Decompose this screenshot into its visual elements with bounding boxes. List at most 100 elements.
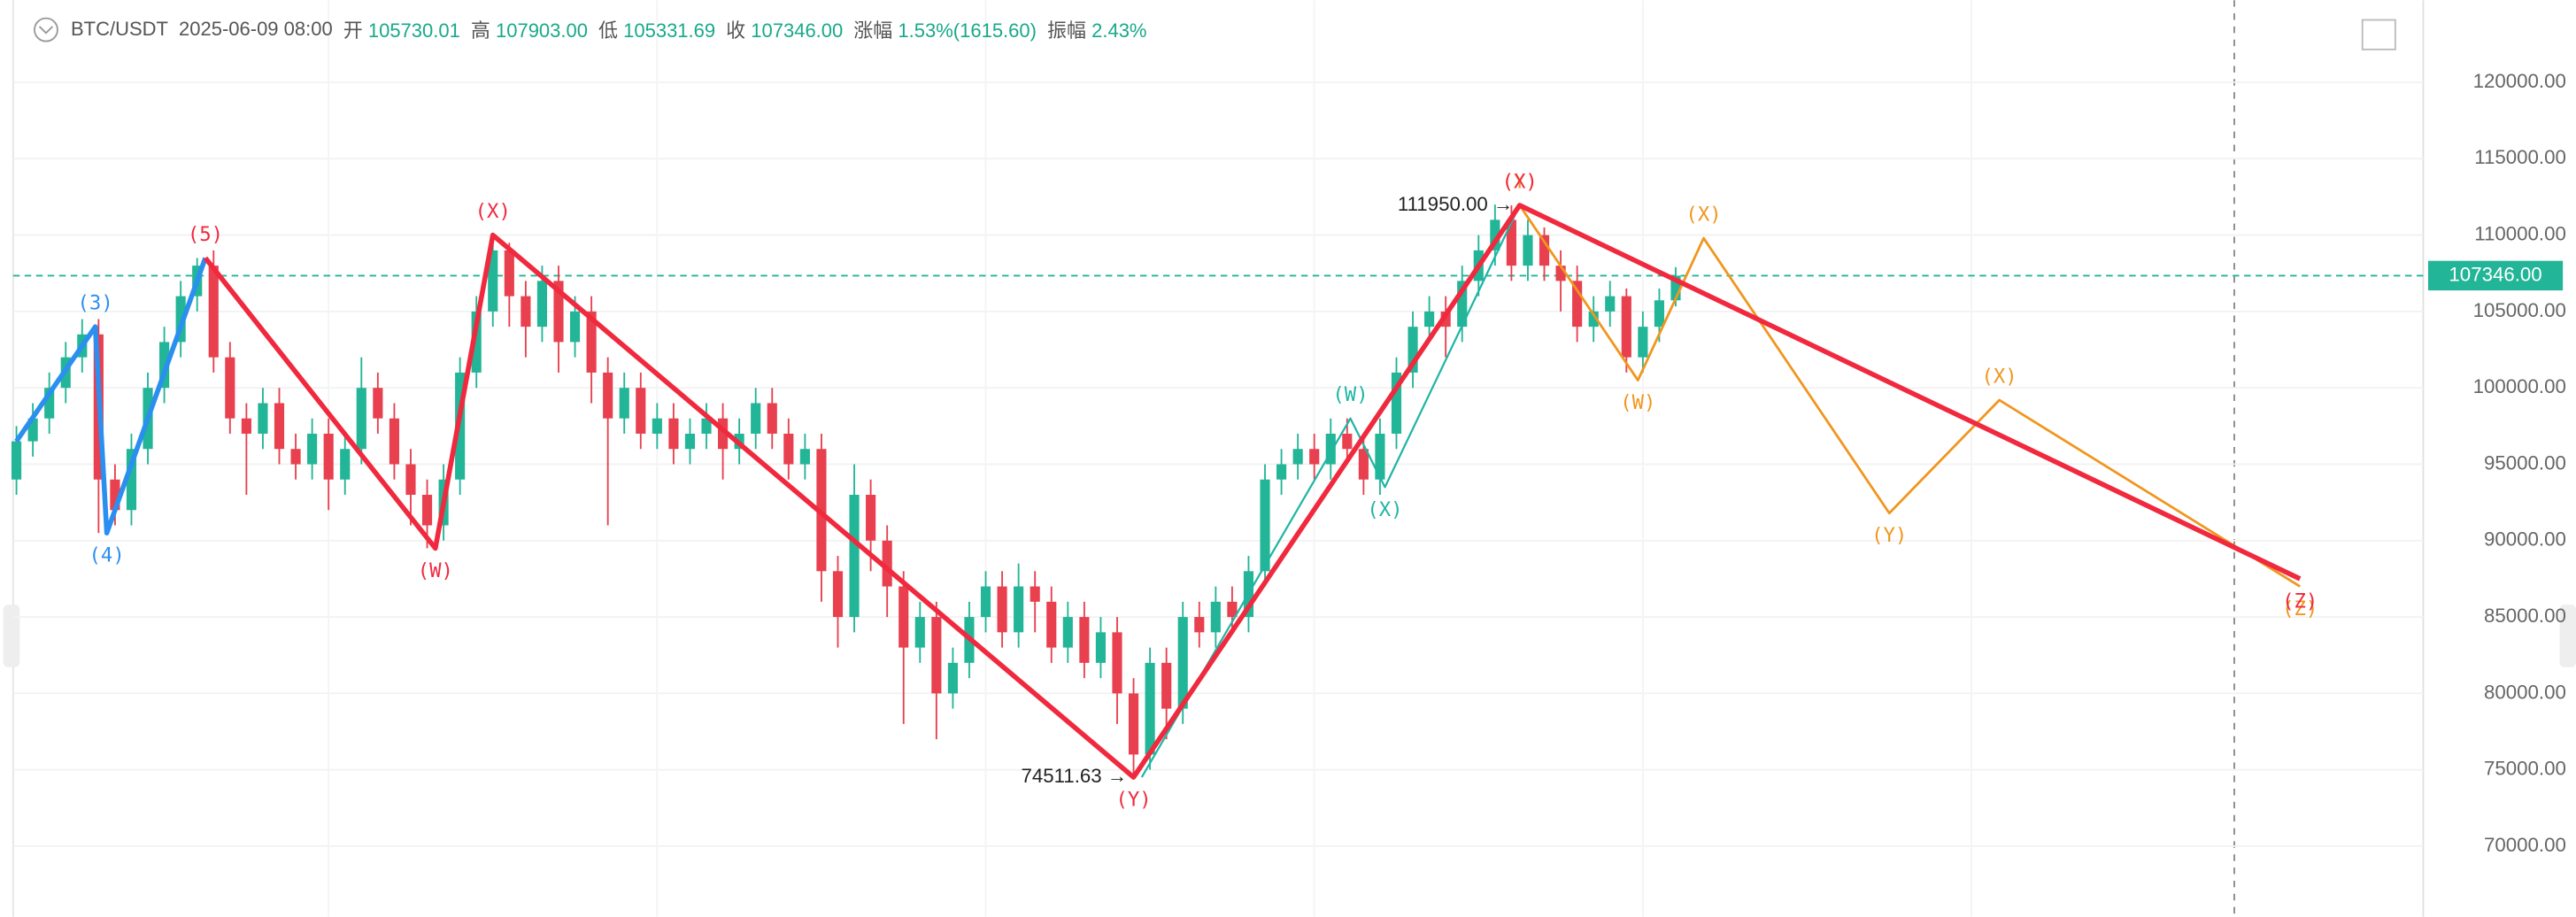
y-tick-label: 85000.00 bbox=[2484, 605, 2566, 627]
wave-label: (5) bbox=[188, 223, 223, 246]
candle-body bbox=[323, 433, 334, 480]
wave-label: (X) bbox=[475, 200, 511, 223]
fullscreen-icon[interactable] bbox=[2361, 19, 2396, 50]
candle-body bbox=[1588, 311, 1599, 328]
candle-body bbox=[307, 433, 318, 465]
candle-body bbox=[783, 433, 794, 465]
candle-body bbox=[1260, 479, 1270, 572]
field: 高 107903.00 bbox=[471, 15, 588, 43]
candle-body bbox=[1112, 632, 1122, 694]
candle-body bbox=[636, 388, 646, 434]
collapse-icon[interactable] bbox=[34, 17, 58, 42]
candle-body bbox=[1621, 296, 1631, 358]
wave-line bbox=[1140, 204, 1521, 778]
candle-body bbox=[274, 403, 285, 450]
candle-body bbox=[1325, 433, 1336, 465]
candle-body bbox=[799, 449, 810, 465]
candle-body bbox=[373, 388, 383, 419]
field-label: 高 bbox=[470, 19, 490, 42]
wave-label: (4) bbox=[89, 544, 125, 567]
y-tick-label: 95000.00 bbox=[2484, 451, 2566, 474]
collapse-arrow bbox=[38, 26, 54, 35]
candle-body bbox=[356, 388, 366, 450]
left-handle[interactable] bbox=[3, 605, 20, 667]
candle-body bbox=[914, 617, 925, 648]
candle-body bbox=[767, 403, 777, 434]
candle-body bbox=[899, 586, 909, 648]
y-tick-label: 90000.00 bbox=[2484, 528, 2566, 551]
candle-body bbox=[1046, 601, 1057, 648]
candle-body bbox=[44, 388, 55, 419]
candle-body bbox=[1342, 433, 1353, 450]
price-annotation: 74511.63 → bbox=[1021, 765, 1127, 787]
candle-body bbox=[126, 449, 137, 511]
candle-body bbox=[1210, 601, 1221, 633]
wave-line bbox=[14, 257, 208, 536]
y-tick-label: 75000.00 bbox=[2484, 758, 2566, 780]
y-tick-label: 100000.00 bbox=[2473, 375, 2566, 397]
wave-label: (3) bbox=[78, 292, 113, 315]
candle-body bbox=[1654, 300, 1664, 328]
candle-body bbox=[1194, 617, 1205, 633]
y-tick-label: 80000.00 bbox=[2484, 681, 2566, 703]
candle-body bbox=[1030, 586, 1040, 602]
candle-body bbox=[175, 296, 186, 343]
candle-body bbox=[488, 250, 498, 312]
candle-body bbox=[1638, 327, 1648, 358]
field-value: 105331.69 bbox=[623, 19, 716, 42]
candle-body bbox=[1391, 372, 1402, 434]
candle-body bbox=[1408, 327, 1418, 373]
candle-body bbox=[1670, 275, 1681, 301]
candle-body bbox=[1424, 311, 1435, 328]
time: 2025-06-09 08:00 bbox=[179, 18, 333, 40]
y-tick-label: 105000.00 bbox=[2473, 299, 2566, 321]
candle-body bbox=[536, 281, 548, 328]
candle-body bbox=[290, 449, 301, 465]
field-value: 107346.00 bbox=[751, 19, 844, 42]
wave-line bbox=[203, 203, 2302, 780]
waves bbox=[14, 203, 2302, 780]
candle-body bbox=[1490, 220, 1500, 250]
wave-label: (Y) bbox=[1502, 170, 1538, 193]
wave-label: (Z) bbox=[2282, 597, 2318, 620]
candle-body bbox=[751, 403, 761, 434]
candle-body bbox=[1523, 235, 1533, 266]
candle-body bbox=[225, 357, 235, 419]
candle-body bbox=[849, 495, 860, 618]
last-price-tag bbox=[2427, 260, 2564, 291]
y-tick-label: 110000.00 bbox=[2474, 222, 2566, 244]
candle-body bbox=[405, 464, 416, 496]
candle-body bbox=[701, 418, 712, 434]
field-value: 105730.01 bbox=[367, 19, 460, 42]
candle-body bbox=[652, 418, 662, 434]
candle-body bbox=[1358, 449, 1369, 480]
y-tick-label: 115000.00 bbox=[2474, 146, 2566, 168]
wave-label: (X) bbox=[1502, 170, 1538, 193]
field-label: 振幅 bbox=[1046, 19, 1086, 42]
wave-label: (X) bbox=[1367, 498, 1402, 521]
field-value: 107903.00 bbox=[495, 19, 588, 42]
wave-label: (Z) bbox=[2282, 590, 2318, 613]
candle-body bbox=[997, 586, 1007, 633]
candle-body bbox=[241, 418, 251, 434]
candle-body bbox=[1276, 464, 1287, 480]
candle-body bbox=[471, 311, 482, 373]
field-value: 1.53%(1615.60) bbox=[898, 19, 1037, 42]
candle-body bbox=[931, 617, 942, 694]
field-label: 收 bbox=[726, 19, 746, 42]
field-value: 2.43% bbox=[1091, 19, 1147, 42]
last-price-label: 107346.00 bbox=[2449, 263, 2541, 285]
candle-body bbox=[1292, 449, 1303, 465]
candle-body bbox=[1572, 281, 1583, 328]
right-handle[interactable] bbox=[2559, 605, 2576, 667]
candle-body bbox=[504, 250, 514, 297]
candle-body bbox=[832, 571, 844, 618]
candle-body bbox=[389, 418, 399, 465]
candle-body bbox=[866, 495, 876, 541]
field-label: 开 bbox=[343, 19, 363, 42]
candle-body bbox=[27, 418, 38, 442]
y-tick-label: 120000.00 bbox=[2473, 70, 2566, 92]
candle-body bbox=[1128, 693, 1139, 755]
candle-body bbox=[1605, 296, 1616, 312]
candle-body bbox=[1457, 281, 1468, 328]
